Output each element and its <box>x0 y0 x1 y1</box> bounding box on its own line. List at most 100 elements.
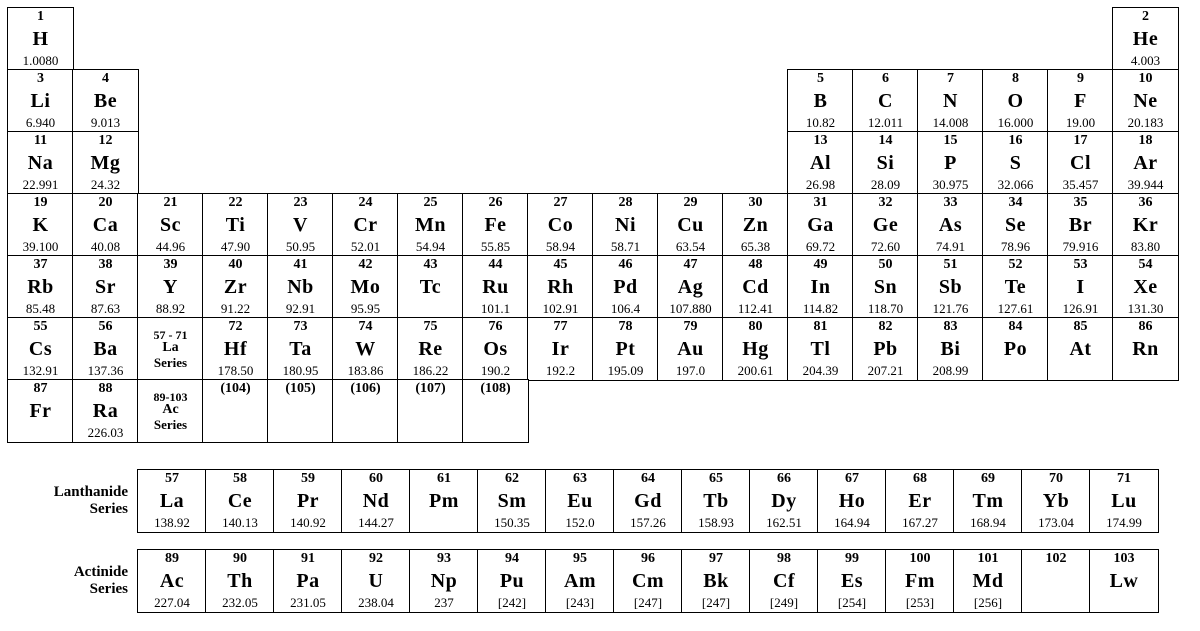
atomic-number: 96 <box>641 552 655 567</box>
actinide-cell-Np: 93Np237 <box>409 549 479 613</box>
atomic-mass <box>1079 364 1082 378</box>
atomic-number: 74 <box>359 320 373 335</box>
element-cell-Cl: 17Cl35.457 <box>1047 131 1114 195</box>
element-cell-O: 8O16.000 <box>982 69 1049 133</box>
element-cell-Pd: 46Pd106.4 <box>592 255 659 319</box>
element-cell-Zn: 30Zn65.38 <box>722 193 789 257</box>
lanthanide-cell-Gd: 64Gd157.26 <box>613 469 683 533</box>
atomic-number: 11 <box>34 134 47 149</box>
atomic-mass: 30.975 <box>933 178 969 192</box>
atomic-mass: 69.72 <box>806 240 835 254</box>
actinide-title: ActinideSeries <box>8 564 138 599</box>
periodic-table-main: 1H1.00802He4.0033Li6.9404Be9.0135B10.826… <box>8 8 1192 442</box>
atomic-mass: 183.86 <box>348 364 384 378</box>
atomic-number: 102 <box>1046 552 1067 567</box>
element-symbol: Pu <box>500 571 524 592</box>
atomic-mass: 6.940 <box>26 116 55 130</box>
element-cell-Pb: 82Pb207.21 <box>852 317 919 381</box>
element-symbol: Co <box>548 215 573 236</box>
atomic-number: 41 <box>294 258 308 273</box>
atomic-number: 100 <box>910 552 931 567</box>
element-cell-Rh: 45 Rh 102.91 <box>527 255 594 319</box>
atomic-mass: 44.96 <box>156 240 185 254</box>
atomic-number: 4 <box>102 72 109 87</box>
atomic-mass: 26.98 <box>806 178 835 192</box>
atomic-mass: 164.94 <box>834 516 870 530</box>
element-symbol: Mo <box>351 277 381 298</box>
atomic-mass: [242] <box>498 596 526 610</box>
element-symbol: Zr <box>224 277 247 298</box>
lanthanide-cell-Ce: 58Ce140.13 <box>205 469 275 533</box>
atomic-mass: 127.61 <box>998 302 1034 316</box>
atomic-number: 28 <box>619 196 633 211</box>
atomic-number: 18 <box>1139 134 1153 149</box>
element-symbol: Bk <box>703 571 728 592</box>
atomic-number: 3 <box>37 72 44 87</box>
element-cell-Fe: 26Fe55.85 <box>462 193 529 257</box>
element-cell-Si: 14Si28.09 <box>852 131 919 195</box>
element-cell-Sn: 50Sn118.70 <box>852 255 919 319</box>
lanthanide-cell-Tm: 69Tm168.94 <box>953 469 1023 533</box>
atomic-number: 9 <box>1077 72 1084 87</box>
atomic-mass <box>1144 364 1147 378</box>
element-symbol: Ru <box>482 277 509 298</box>
atomic-number: 50 <box>879 258 893 273</box>
element-cell-Al: 13Al26.98 <box>787 131 854 195</box>
atomic-number: 65 <box>709 472 723 487</box>
element-cell-Rn: 86Rn <box>1112 317 1179 381</box>
element-cell-Mg: 12Mg24.32 <box>72 131 139 195</box>
atomic-number: 37 <box>34 258 48 273</box>
element-cell-Sr: 38Sr87.63 <box>72 255 139 319</box>
element-symbol: Xe <box>1133 277 1157 298</box>
atomic-number: 72 <box>229 320 243 335</box>
atomic-mass: [254] <box>838 596 866 610</box>
atomic-number: 15 <box>944 134 958 149</box>
element-symbol: Zn <box>743 215 768 236</box>
atomic-number: 77 <box>554 320 568 335</box>
element-symbol: Nb <box>287 277 314 298</box>
atomic-number: 20 <box>99 196 113 211</box>
atomic-number: 45 <box>554 258 568 273</box>
atomic-number: 68 <box>913 472 927 487</box>
element-symbol: Ir <box>552 339 570 360</box>
element-symbol: Hf <box>224 339 247 360</box>
atomic-mass: 121.76 <box>933 302 969 316</box>
element-cell-P: 15P30.975 <box>917 131 984 195</box>
atomic-number: 69 <box>981 472 995 487</box>
atomic-number: 98 <box>777 552 791 567</box>
atomic-mass: 9.013 <box>91 116 120 130</box>
atomic-mass <box>429 418 432 432</box>
atomic-mass: 20.183 <box>1128 116 1164 130</box>
atomic-number: 36 <box>1139 196 1153 211</box>
element-cell-K: 19K39.100 <box>7 193 74 257</box>
element-symbol: Er <box>908 491 931 512</box>
actinide-cell-Bk: 97Bk[247] <box>681 549 751 613</box>
lanthanide-cell-Dy: 66Dy162.51 <box>749 469 819 533</box>
atomic-mass: 10.82 <box>806 116 835 130</box>
atomic-number: (105) <box>285 382 315 397</box>
lanthanide-cell-Nd: 60Nd144.27 <box>341 469 411 533</box>
element-symbol: Rh <box>547 277 574 298</box>
atomic-mass: 112.41 <box>738 302 773 316</box>
atomic-mass: 174.99 <box>1106 516 1142 530</box>
atomic-number: 49 <box>814 258 828 273</box>
series-label: Series <box>154 356 187 370</box>
atomic-mass: 102.91 <box>543 302 579 316</box>
element-cell-Ne: 10Ne20.183 <box>1112 69 1179 133</box>
atomic-mass: [253] <box>906 596 934 610</box>
element-symbol: Rn <box>1132 339 1159 360</box>
atomic-number: 101 <box>978 552 999 567</box>
element-symbol: Ag <box>678 277 703 298</box>
atomic-mass: 200.61 <box>738 364 774 378</box>
element-symbol: U <box>369 571 384 592</box>
atomic-mass: 237 <box>434 596 454 610</box>
atomic-number: 10 <box>1139 72 1153 87</box>
atomic-mass: 22.991 <box>23 178 59 192</box>
actinide-cell-U: 92U238.04 <box>341 549 411 613</box>
element-symbol: Fr <box>29 401 51 422</box>
element-cell-Ra: 88Ra226.03 <box>72 379 139 443</box>
element-symbol: Ho <box>839 491 866 512</box>
element-symbol: Cl <box>1070 153 1091 174</box>
atomic-mass: 137.36 <box>88 364 124 378</box>
element-symbol: Ga <box>807 215 834 236</box>
